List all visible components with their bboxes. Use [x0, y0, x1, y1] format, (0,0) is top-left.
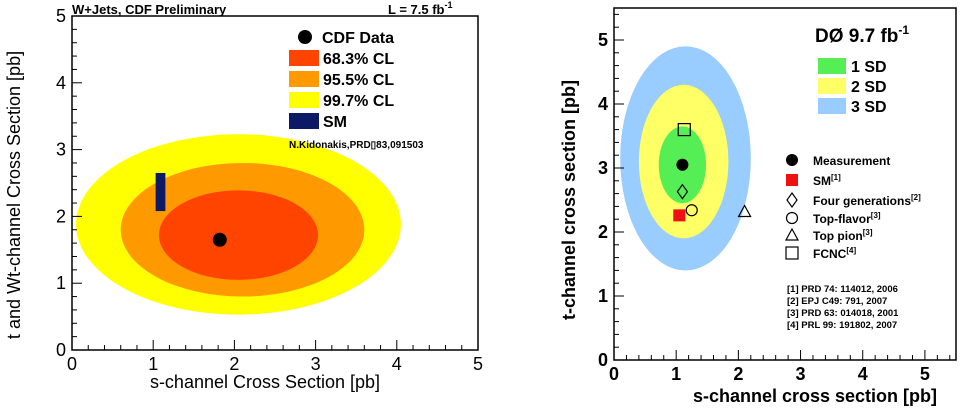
d0-legend-marker-top-flavor: [785, 211, 799, 225]
d0-legend-top-pion: Top pion[3]: [813, 228, 873, 243]
cdf-legend: CDF Data 68.3% CL 95.5% CL 99.7% CL SM N…: [289, 30, 424, 151]
cdf-y-tick-label: 3: [56, 140, 66, 160]
cdf-y-tick-label: 5: [56, 6, 66, 26]
cdf-contour-regions: [76, 134, 401, 315]
d0-y-tick-label: 3: [598, 158, 608, 178]
d0-y-tick-label: 0: [598, 350, 608, 370]
d0-marker-circle: [685, 204, 698, 217]
d0-legend-marker-four-gen: [786, 191, 798, 209]
cdf-legend-99: 99.7% CL: [323, 93, 394, 110]
cdf-x-tick-label: 4: [392, 354, 402, 374]
d0-x-tick-label: 4: [858, 364, 868, 384]
cdf-x-tick-label: 5: [473, 354, 483, 374]
d0-model-markers: [673, 122, 752, 222]
d0-marker-diamond: [676, 183, 689, 200]
d0-axis-ticks: 0 1 2 3 4 5 0 1 2 3 4 5: [598, 13, 951, 384]
cdf-y-tick-label: 4: [56, 73, 66, 93]
cdf-legend-sm: SM: [323, 114, 347, 131]
cdf-header-left: W+Jets, CDF Preliminary: [72, 2, 227, 17]
d0-marker-square: [677, 122, 691, 137]
d0-legend-swatch-3sd: [818, 98, 846, 114]
cdf-y-axis-label: t and Wt-channel Cross Section [pb]: [4, 51, 24, 339]
cdf-y-tick-label: 0: [56, 340, 66, 360]
d0-reference-1: [1] PRD 74: 114012, 2006: [787, 284, 898, 295]
d0-legend-four-gen: Four generations[2]: [813, 193, 921, 208]
cdf-legend-marker-data: [298, 30, 312, 44]
d0-legend-top-flavor: Top-flavor[3]: [813, 211, 881, 226]
d0-legend-marker-top-pion: [784, 227, 800, 241]
cdf-citation: N.Kidonakis,PRD▯83,091503: [289, 140, 424, 151]
d0-y-tick-label: 4: [598, 94, 608, 114]
d0-legend-fcnc: FCNC[4]: [813, 246, 856, 261]
cdf-region-3: [158, 190, 319, 280]
cdf-legend-swatch-95: [289, 71, 319, 87]
cdf-x-tick-label: 1: [148, 354, 158, 374]
cdf-y-tick-label: 1: [56, 273, 66, 293]
d0-legend-measurement: Measurement: [813, 154, 890, 168]
d0-x-tick-label: 0: [609, 364, 619, 384]
cdf-axis-ticks: 0 1 2 3 4 5 0 1 2 3 4 5: [56, 6, 483, 374]
d0-reference-3: [3] PRD 63: 014018, 2001: [787, 308, 899, 319]
d0-legend-marker-fcnc: [785, 246, 799, 260]
cdf-x-tick-label: 2: [229, 354, 239, 374]
d0-marker-square-filled: [673, 209, 686, 222]
d0-y-tick-label: 1: [598, 286, 608, 306]
d0-marker-triangle: [737, 204, 752, 218]
cdf-header-right: L = 7.5 fb-1: [388, 0, 453, 17]
cdf-x-axis-label: s-channel Cross Section [pb]: [150, 372, 380, 392]
cdf-legend-swatch-sm: [289, 113, 319, 129]
cdf-x-tick-label: 3: [311, 354, 321, 374]
d0-legend-marker-sm: [786, 174, 798, 186]
d0-measurement-point: [676, 158, 689, 171]
d0-x-axis-label: s-channel cross section [pb]: [693, 386, 937, 406]
d0-legend-sm: SM[1]: [813, 173, 841, 188]
d0-contour-regions: [620, 46, 751, 271]
cdf-panel: W+Jets, CDF Preliminary L = 7.5 fb-1 0 1 2…: [4, 0, 483, 392]
d0-x-tick-label: 1: [671, 364, 681, 384]
d0-x-tick-label: 3: [796, 364, 806, 384]
cdf-legend-data: CDF Data: [322, 30, 394, 47]
d0-y-tick-label: 2: [598, 222, 608, 242]
d0-reference-4: [4] PRL 99: 191802, 2007: [787, 320, 897, 331]
d0-x-tick-label: 5: [920, 364, 930, 384]
d0-plot-frame: [613, 7, 957, 361]
d0-sd-legend: 1 SD 2 SD 3 SD: [818, 58, 887, 116]
cdf-sm-band: [155, 172, 166, 212]
d0-y-axis-label: t-channel cross section [pb]: [559, 80, 579, 320]
cdf-measurement-point: [212, 232, 227, 247]
d0-y-tick-label: 5: [598, 30, 608, 50]
d0-legend-swatch-2sd: [818, 78, 846, 94]
d0-legend-2sd: 2 SD: [851, 79, 887, 96]
cdf-legend-95: 95.5% CL: [323, 72, 394, 89]
d0-legend-swatch-1sd: [818, 58, 846, 74]
cdf-plot-frame: [71, 15, 479, 351]
d0-legend-3sd: 3 SD: [851, 99, 887, 116]
d0-model-legend: Measurement SM[1] Four generations[2] To…: [784, 154, 921, 261]
cdf-legend-swatch-99: [289, 92, 319, 108]
cdf-x-tick-label: 0: [67, 354, 77, 374]
d0-legend-1sd: 1 SD: [851, 59, 887, 76]
d0-reference-2: [2] EPJ C49: 791, 2007: [787, 296, 887, 307]
cdf-legend-68: 68.3% CL: [323, 51, 394, 68]
d0-legend-marker-measurement: [786, 154, 798, 166]
d0-references: [1] PRD 74: 114012, 2006 [2] EPJ C49: 79…: [787, 284, 899, 331]
cdf-y-tick-label: 2: [56, 206, 66, 226]
cdf-legend-swatch-68: [289, 50, 319, 66]
d0-x-tick-label: 2: [733, 364, 743, 384]
d0-title: DØ 9.7 fb-1: [815, 23, 909, 47]
